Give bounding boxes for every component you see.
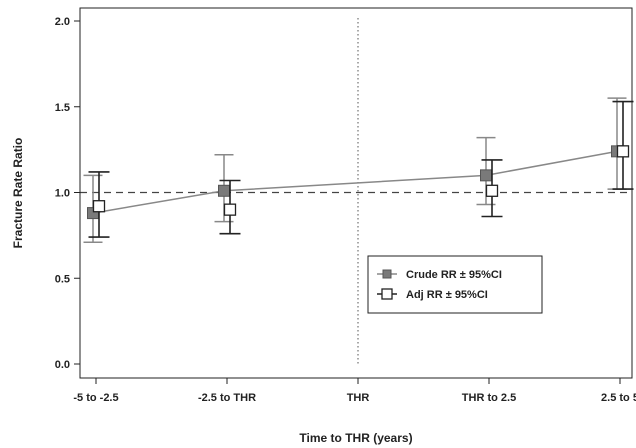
legend-box <box>367 255 543 314</box>
series-layer <box>83 97 634 243</box>
y-tick-label: 1.0 <box>55 188 70 200</box>
data-point <box>480 169 492 182</box>
reference-lines <box>80 18 632 364</box>
data-point <box>616 145 630 158</box>
series-crude <box>83 97 627 243</box>
y-tick-label: 2.0 <box>55 16 70 28</box>
legend: Crude RR ± 95%CI Adj RR ± 95%CI <box>367 255 543 314</box>
legend-marker <box>382 269 392 279</box>
x-tick-label: -5 to -2.5 <box>73 392 118 404</box>
y-tick-label: 1.5 <box>55 102 70 114</box>
legend-label: Adj RR ± 95%CI <box>406 289 488 301</box>
y-tick-label: 0.0 <box>55 359 70 371</box>
series-line <box>92 150 618 214</box>
x-axis: -5 to -2.5 -2.5 to THR THR THR to 2.5 2.5 to… <box>73 378 636 404</box>
data-point <box>485 184 499 197</box>
x-tick-label: THR <box>347 392 370 404</box>
x-tick-label: 2.5 to 5 <box>601 392 636 404</box>
y-axis-title: Fracture Rate Ratio <box>11 138 25 249</box>
data-point <box>92 200 106 213</box>
y-axis: 0.0 0.5 1.0 1.5 2.0 <box>55 16 80 371</box>
data-point <box>218 184 230 197</box>
data-point <box>223 203 237 216</box>
x-axis-title: Time to THR (years) <box>299 431 412 445</box>
series-adjusted <box>88 100 634 238</box>
x-tick-label: -2.5 to THR <box>198 392 256 404</box>
x-tick-label: THR to 2.5 <box>462 392 516 404</box>
legend-label: Crude RR ± 95%CI <box>406 269 502 281</box>
legend-marker <box>381 288 393 300</box>
y-tick-label: 0.5 <box>55 273 70 285</box>
